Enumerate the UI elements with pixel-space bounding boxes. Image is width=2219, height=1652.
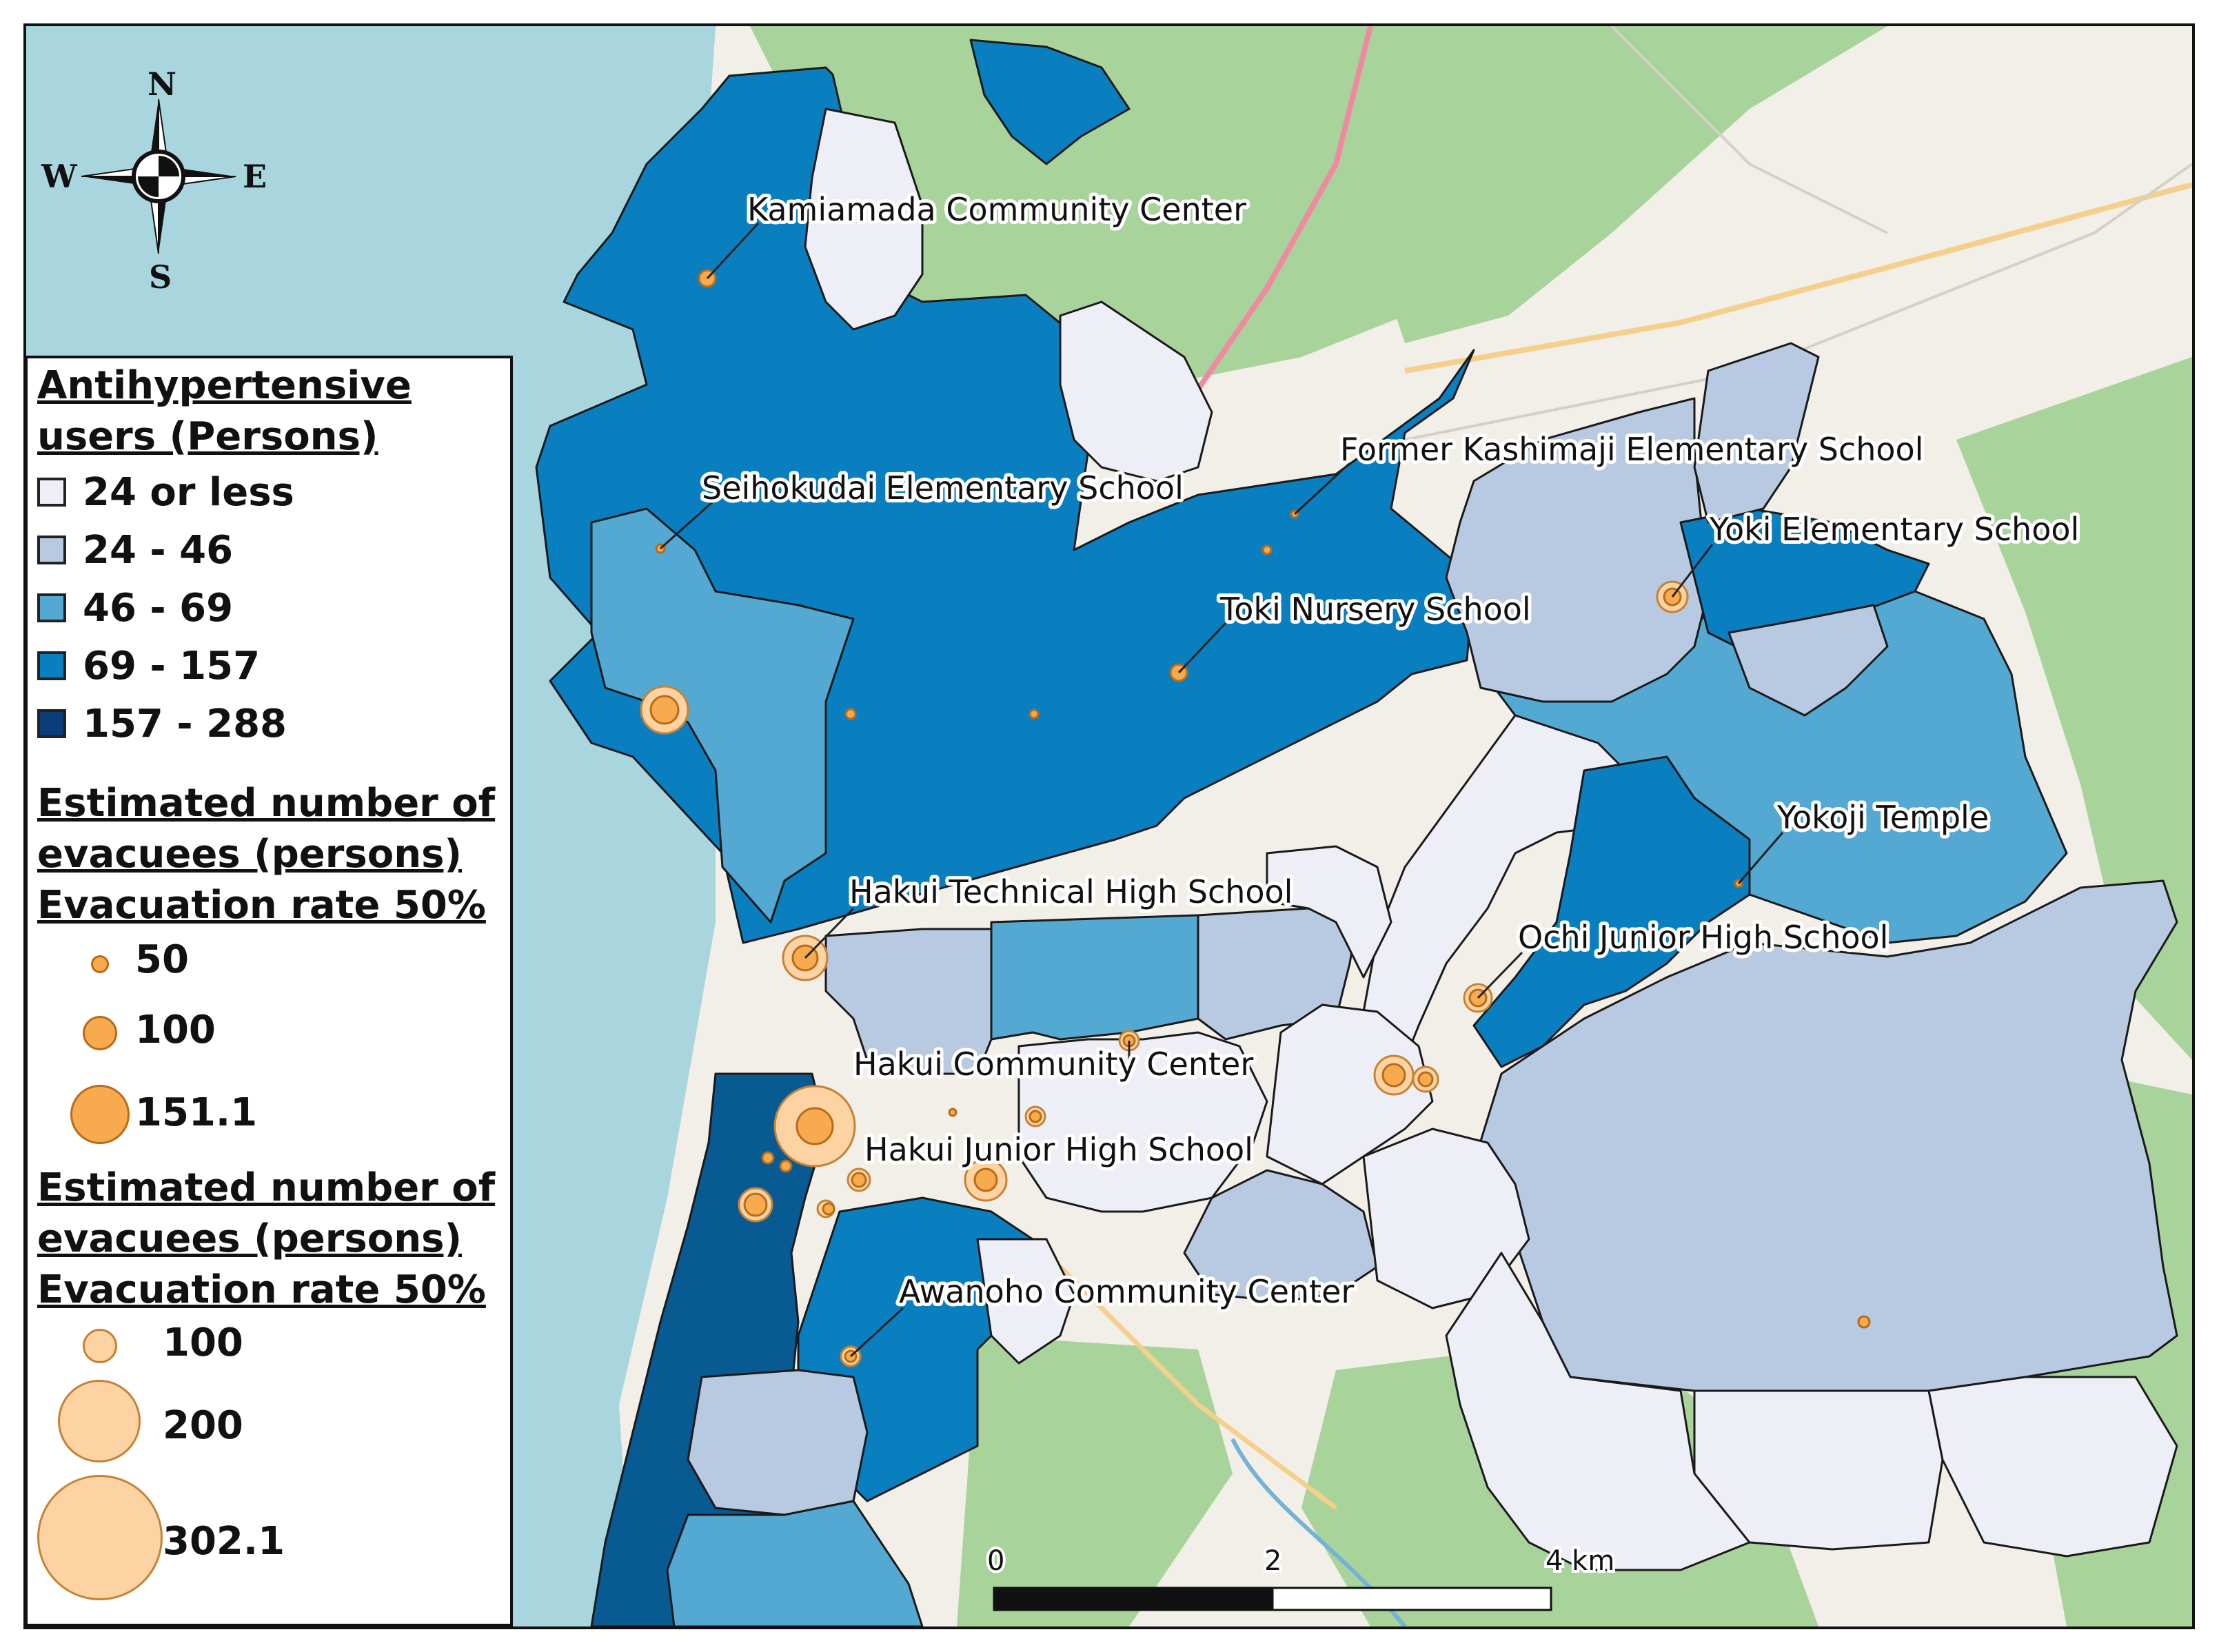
leader-lines <box>659 222 1784 1358</box>
legend-large-title-1: Estimated number of <box>37 1165 496 1210</box>
legend-large-value-100: 100 <box>163 1320 243 1365</box>
evac-small-8[interactable] <box>822 1202 835 1216</box>
legend-class-3-label: 46 - 69 <box>83 585 234 631</box>
district-central-white-1 <box>1266 1003 1434 1185</box>
evac-small-seihokudai[interactable] <box>649 695 680 725</box>
legend-large-value-302: 302.1 <box>163 1519 285 1564</box>
evac-small-1[interactable] <box>844 708 857 720</box>
evac-small-9[interactable] <box>1029 1110 1042 1123</box>
district-yoki <box>1679 507 1930 648</box>
label-hakui-cc: Hakui Community Center <box>853 1046 1253 1083</box>
legend-choropleth-title-1: Antihypertensive <box>37 363 412 408</box>
legend-small-title-3: Evacuation rate 50% <box>37 883 486 928</box>
legend-small-title-1: Estimated number of <box>37 781 496 826</box>
label-hakui-technical: Hakui Technical High School <box>849 873 1293 910</box>
district-central-c3 <box>990 914 1213 1041</box>
district-north-islet <box>969 39 1131 165</box>
district-south-c3 <box>666 1500 924 1626</box>
legend-swatch-4 <box>37 651 66 680</box>
legend-class-5: 157 - 288 <box>37 699 287 748</box>
district-southeast-white-2 <box>1693 1389 1944 1551</box>
evacuee-circles-small <box>649 269 1871 1363</box>
label-hakui-jh: Hakui Junior High School <box>864 1131 1253 1168</box>
district-south-c2 <box>687 1369 869 1516</box>
legend-small-value-151: 151.1 <box>135 1090 258 1135</box>
legend-swatch-2 <box>37 536 66 564</box>
compass-w: W <box>41 158 78 195</box>
legend-swatch-3 <box>37 593 66 622</box>
district-c2-small <box>1727 604 1889 717</box>
legend-large-title-3: Evacuation rate 50% <box>37 1267 486 1312</box>
label-ochi: Ochi Junior High School <box>1518 919 1888 956</box>
evac-small-hakui-cc[interactable] <box>796 1107 834 1145</box>
legend-class-4-label: 69 - 157 <box>83 643 261 689</box>
legend-class-1: 24 or less <box>37 467 294 517</box>
district-central-c2-2 <box>1183 1169 1379 1303</box>
compass-rose: N S E W <box>41 65 267 296</box>
label-awanoho: Awanoho Community Center <box>899 1273 1354 1310</box>
legend-choropleth-title-2: users (Persons) <box>37 414 378 459</box>
scale-tick-0: 0 <box>987 1545 1004 1577</box>
label-yoki: Yoki Elementary School <box>1709 511 2079 548</box>
evac-small-ochi-2[interactable] <box>1417 1071 1434 1088</box>
scale-tick-2: 2 <box>1264 1545 1281 1577</box>
legend-small-circle-100 <box>83 1016 117 1050</box>
legend-small-circle-151 <box>70 1085 130 1144</box>
map-legend: Antihypertensive users (Persons) 24 or l… <box>25 356 513 1626</box>
evac-small-3[interactable] <box>1262 544 1273 555</box>
district-white-3 <box>1362 1128 1530 1309</box>
district-south-white <box>976 1238 1075 1365</box>
legend-small-circle-50 <box>91 955 109 973</box>
legend-class-2-label: 24 - 46 <box>83 527 234 573</box>
district-polygons <box>535 39 2178 1626</box>
label-yokoji: Yokoji Temple <box>1776 799 1989 836</box>
district-near-center-white <box>1266 845 1392 979</box>
compass-n: N <box>148 65 176 103</box>
evac-small-west[interactable] <box>743 1192 768 1217</box>
district-southeast-white-3 <box>1927 1376 2178 1558</box>
evac-small-6[interactable] <box>761 1151 775 1165</box>
evac-small-jh[interactable] <box>973 1167 998 1192</box>
district-ochi <box>1472 755 1751 1068</box>
legend-large-circle-302 <box>37 1475 163 1600</box>
label-toki: Toki Nursery School <box>1219 591 1531 628</box>
district-southeast-white-1 <box>1445 1252 1751 1571</box>
legend-small-value-100: 100 <box>135 1008 216 1052</box>
compass-s: S <box>149 258 172 296</box>
scale-bar: 0 2 4 km <box>984 1542 1617 1611</box>
legend-class-5-label: 157 - 288 <box>83 701 287 746</box>
legend-small-title-2: evacuees (persons) <box>37 832 462 877</box>
legend-small-value-50: 50 <box>135 937 189 982</box>
evac-small-ochi-1[interactable] <box>1381 1063 1406 1088</box>
evac-small-7[interactable] <box>779 1159 793 1173</box>
evac-small-2[interactable] <box>1029 708 1040 720</box>
evac-small-se[interactable] <box>1857 1315 1871 1329</box>
legend-class-2: 24 - 46 <box>37 525 233 575</box>
scale-tick-4: 4 km <box>1546 1545 1614 1577</box>
label-former-kashimaji: Former Kashimaji Elementary School <box>1340 431 1923 468</box>
label-kamiamada: Kamiamada Community Center <box>747 191 1246 228</box>
district-kashimaji <box>1445 397 1710 703</box>
legend-large-circle-200 <box>58 1380 141 1462</box>
evac-small-a[interactable] <box>851 1172 867 1188</box>
legend-large-circle-100 <box>83 1329 117 1363</box>
legend-class-3: 46 - 69 <box>37 583 233 633</box>
legend-class-4: 69 - 157 <box>37 641 260 691</box>
legend-swatch-1 <box>37 478 66 507</box>
compass-e: E <box>243 158 267 195</box>
evac-small-11[interactable] <box>948 1108 957 1117</box>
district-west-c3 <box>590 507 855 924</box>
district-lake <box>1059 300 1213 482</box>
legend-class-1-label: 24 or less <box>83 469 294 515</box>
legend-large-value-200: 200 <box>163 1403 243 1448</box>
district-kamiamada <box>804 108 924 331</box>
place-labels: Kamiamada Community Center Seihokudai El… <box>698 187 2083 1314</box>
district-central-white-2 <box>1017 1031 1268 1213</box>
legend-swatch-5 <box>37 709 66 738</box>
legend-large-title-2: evacuees (persons) <box>37 1216 462 1261</box>
district-east-c2 <box>1693 342 1820 524</box>
label-seihokudai: Seihokudai Elementary School <box>702 469 1184 507</box>
